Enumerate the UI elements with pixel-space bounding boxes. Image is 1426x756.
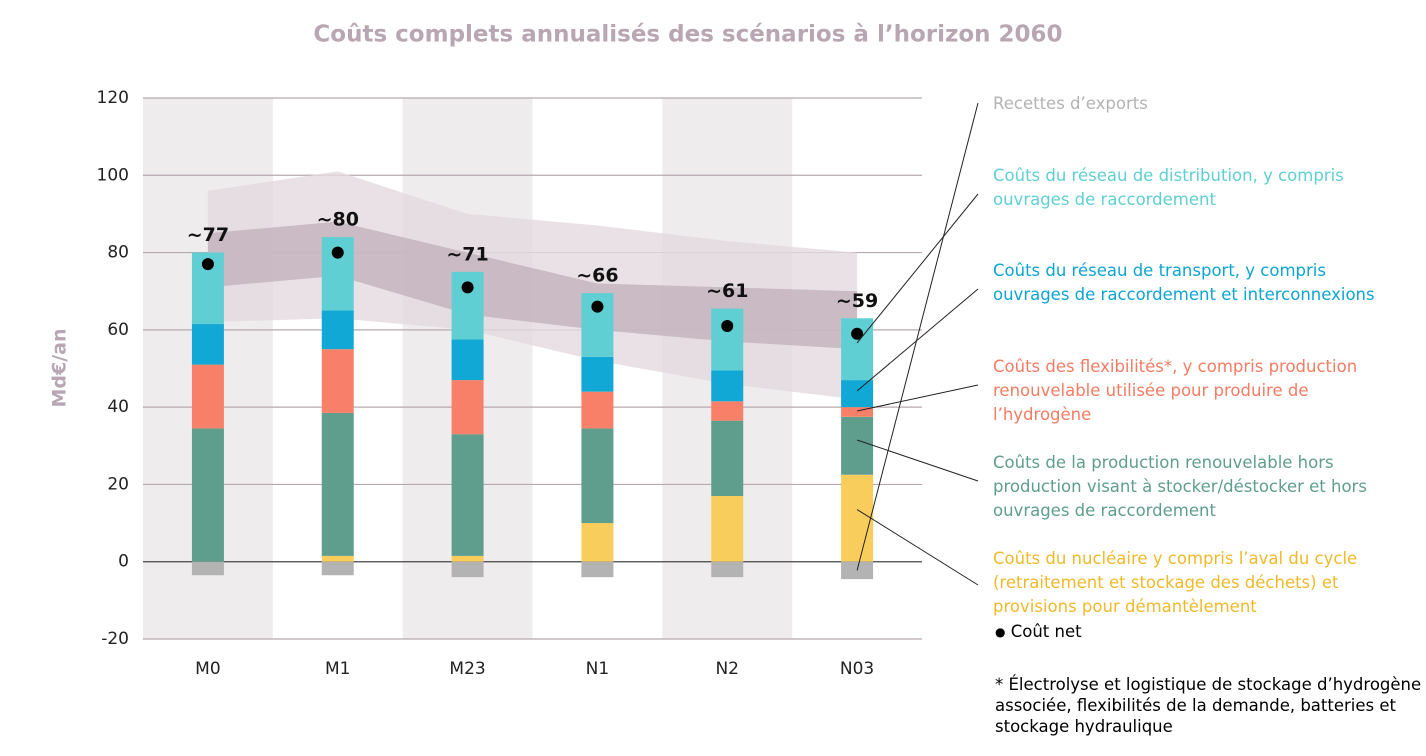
bar-segment [841,407,874,417]
bar-segment [711,496,744,562]
net-cost-label: ~77 [187,224,229,246]
y-tick-label: 20 [107,474,129,494]
legend-entry: Coûts du nucléaire y compris l’aval du c… [993,549,1358,616]
bar-segment [321,310,354,350]
bar-segment [581,523,614,562]
bar-segment [711,401,744,421]
x-tick-label: N1 [586,659,610,679]
net-cost-dot [331,246,344,259]
legend-entry: Recettes d’exports [993,94,1148,113]
net-cost-label: ~71 [446,243,488,265]
legend-entry: Coûts des flexibilités*, y compris produ… [993,357,1358,424]
legend-entry: Coûts du réseau de transport, y compris … [993,261,1375,304]
bar-segment [191,324,224,365]
bar-segment [711,561,744,578]
leader-line [856,509,979,586]
x-tick-label: M0 [195,659,220,679]
x-tick-label: M23 [449,659,485,679]
bar-segment [451,380,484,435]
y-tick-label: -20 [101,629,129,649]
bar-segment [841,380,874,408]
bar-segment [191,364,224,429]
bar-segment [321,561,354,576]
y-tick-label: 100 [97,165,129,185]
y-axis-label: Md€/an [49,328,71,407]
chart-title: Coûts complets annualisés des scénarios … [313,22,1062,48]
range-band [207,221,858,350]
bar-segment [321,349,354,413]
net-legend: ● Coût net [995,621,1082,643]
y-tick-label: 0 [118,552,129,572]
leader-line [856,193,979,344]
bar-segment [581,428,614,524]
bar-segment [841,416,874,475]
net-cost-label: ~66 [576,265,618,287]
bar-segment [711,308,744,371]
y-tick-label: 80 [107,243,129,263]
bar-segment [321,412,354,556]
net-cost-dot [461,281,474,294]
footnote: * Électrolyse et logistique de stockage … [995,674,1425,737]
net-cost-dot [201,258,214,271]
leader-line [856,439,979,482]
bar-segment [581,356,614,392]
bar-segment [191,561,224,576]
net-cost-label: ~59 [836,290,878,312]
footnote-text: * Électrolyse et logistique de stockage … [995,675,1422,736]
bar-segment [321,555,354,562]
leader-line [856,288,979,392]
y-tick-label: 60 [107,320,129,340]
net-cost-dot [721,319,734,332]
bar-segment [451,561,484,578]
net-cost-dot [591,300,604,313]
bar-segment [711,420,744,497]
net-cost-dot [851,327,864,340]
y-tick-label: 40 [107,397,129,417]
legend-entry: Coûts de la production renouvelable hors… [993,453,1367,520]
bar-segment [841,318,874,381]
bar-segment [451,555,484,562]
x-tick-label: M1 [325,659,350,679]
bar-segment [841,474,874,562]
legend-entry: Coûts du réseau de distribution, y compr… [993,166,1344,209]
bar-segment [451,339,484,381]
x-tick-label: N03 [840,659,874,679]
bar-segment [581,561,614,578]
leader-line [856,102,979,571]
bar-segment [191,428,224,562]
net-cost-label: ~80 [317,209,359,231]
net-cost-label: ~61 [706,280,748,302]
net-legend-dot: ● [995,625,1006,639]
x-tick-label: N2 [715,659,739,679]
bar-segment [711,370,744,402]
y-tick-label: 120 [97,88,129,108]
leader-line [856,384,979,412]
bar-segment [451,434,484,556]
bar-segment [581,391,614,429]
net-legend-label: Coût net [1010,622,1082,641]
